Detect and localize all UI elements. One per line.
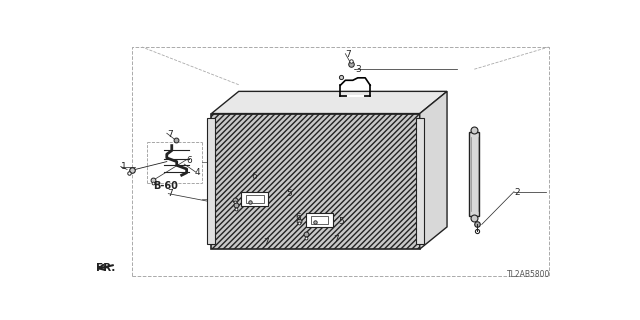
Text: 5: 5 [286,189,292,198]
Text: 4: 4 [194,168,200,177]
Polygon shape [420,92,447,249]
Text: 5: 5 [338,218,344,227]
Text: 3: 3 [355,65,361,74]
Text: 7: 7 [346,50,351,59]
Bar [310,216,328,224]
Text: B-60: B-60 [154,181,179,191]
Text: 7: 7 [167,189,173,198]
Bar [246,195,264,204]
Bar [207,118,216,244]
Bar [241,192,269,206]
Text: 6: 6 [251,172,257,181]
Text: 6: 6 [296,212,301,221]
Text: TL2AB5800: TL2AB5800 [507,270,550,279]
Text: 7: 7 [264,238,269,247]
Text: 7: 7 [333,235,339,244]
Text: 2: 2 [514,188,520,197]
Bar [469,132,479,216]
Text: 7: 7 [167,130,173,139]
Text: 6: 6 [187,156,193,165]
Polygon shape [211,114,420,249]
Text: FR.: FR. [96,263,115,273]
Text: PARTSOUQ: PARTSOUQ [269,152,387,171]
Bar [306,213,333,227]
Polygon shape [211,92,447,114]
Text: 1: 1 [121,162,127,171]
Bar [416,118,424,244]
